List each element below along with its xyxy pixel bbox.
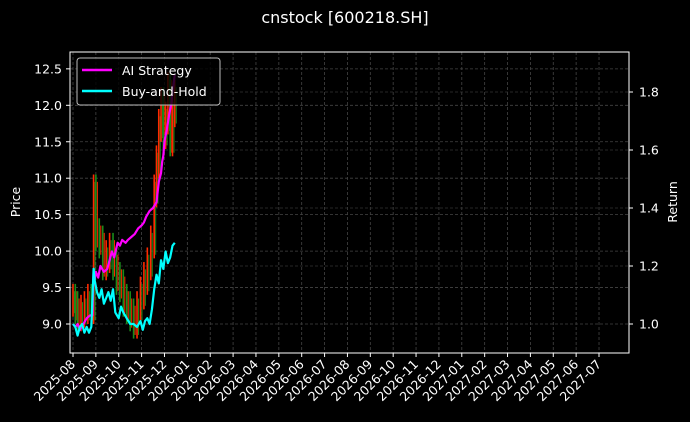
- y-tick-label-right: 1.2: [639, 259, 659, 274]
- y-axis-label-price: Price: [8, 186, 23, 217]
- y-tick-label: 9.5: [42, 280, 62, 295]
- y-tick-label: 10.0: [34, 244, 62, 259]
- grid: [70, 52, 629, 353]
- legend: AI Strategy Buy-and-Hold: [76, 57, 221, 106]
- y-tick-label: 11.5: [34, 134, 62, 149]
- price-bars: [72, 72, 177, 339]
- legend-ai-strategy-label: AI Strategy: [122, 63, 192, 78]
- legend-box: [76, 57, 221, 106]
- y-tick-label: 10.5: [34, 207, 62, 222]
- return-lines: [72, 74, 176, 337]
- y-axis-right: 1.0 1.2 1.4 1.6 1.8: [629, 85, 659, 332]
- y-tick-label-right: 1.0: [639, 317, 659, 332]
- x-axis: 2025-082025-092025-102025-112025-122026-…: [31, 353, 604, 404]
- y-axis-left: 9.0 9.5 10.0 10.5 11.0 11.5 12.0 12.5: [34, 61, 70, 332]
- buy-and-hold-line: [72, 242, 176, 337]
- y-tick-label-right: 1.4: [639, 201, 659, 216]
- y-tick-label: 11.0: [34, 171, 62, 186]
- y-tick-label-right: 1.6: [639, 143, 659, 158]
- chart-title: cnstock [600218.SH]: [261, 8, 429, 27]
- y-tick-label-right: 1.8: [639, 85, 659, 100]
- y-tick-label: 9.0: [42, 317, 62, 332]
- y-tick-label: 12.0: [34, 98, 62, 113]
- legend-buy-hold-label: Buy-and-Hold: [122, 84, 207, 99]
- plot-frame: [69, 51, 630, 354]
- y-axis-label-return: Return: [665, 181, 680, 222]
- y-tick-label: 12.5: [34, 61, 62, 76]
